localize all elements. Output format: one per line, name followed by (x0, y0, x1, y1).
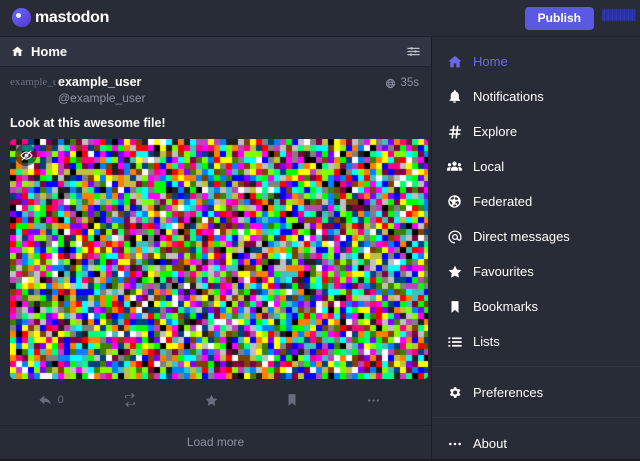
users-icon (446, 158, 463, 175)
account-handle[interactable]: @example_user (58, 91, 146, 105)
sidebar-item-label: Explore (473, 124, 518, 139)
bookmark-icon (288, 394, 296, 406)
sidebar-item-bookmarks[interactable]: Bookmarks (432, 289, 640, 324)
column-title: Home (31, 44, 68, 59)
status-action-bar: 0 (10, 385, 421, 415)
hashtag-icon (446, 124, 463, 140)
publish-button[interactable]: Publish (524, 7, 594, 30)
home-icon (446, 54, 463, 70)
mastodon-logo-text: mastodon (35, 8, 110, 26)
reply-icon (38, 395, 51, 405)
display-name[interactable]: example_user (58, 75, 142, 89)
favourite-button[interactable] (173, 393, 254, 408)
status-author: example_user @example_user (58, 74, 146, 107)
sidebar-item-about[interactable]: About (432, 426, 640, 461)
sidebar-item-preferences[interactable]: Preferences (432, 375, 640, 410)
sidebar-divider-2 (432, 417, 640, 419)
timestamp[interactable]: 35s (400, 77, 419, 89)
reply-count: 0 (57, 394, 64, 406)
sidebar-item-label: Federated (473, 194, 533, 209)
sidebar-item-lists[interactable]: Lists (432, 324, 640, 359)
sidebar-item-local[interactable]: Local (432, 149, 640, 184)
sidebar-item-label: Favourites (473, 264, 534, 279)
column-header: Home (0, 37, 431, 67)
obscured-account-link[interactable] (602, 9, 636, 21)
load-more-button[interactable]: Load more (0, 425, 431, 459)
bell-icon (446, 89, 463, 104)
more-button[interactable] (336, 393, 417, 408)
sidebar-item-explore[interactable]: Explore (432, 114, 640, 149)
ellipsis-icon (368, 398, 380, 402)
sidebar-item-direct-messages[interactable]: Direct messages (432, 219, 640, 254)
globe-icon (446, 194, 463, 209)
media-image[interactable] (10, 139, 428, 379)
home-icon (10, 45, 24, 59)
sidebar-item-favourites[interactable]: Favourites (432, 254, 640, 289)
sidebar-divider-1 (432, 366, 640, 368)
bookmark-icon (446, 300, 463, 314)
sidebar-item-label: Preferences (473, 385, 544, 400)
sidebar-item-home[interactable]: Home (432, 44, 640, 79)
status-header: example_user example_user @example_user … (10, 75, 421, 111)
star-icon (446, 264, 463, 280)
sidebar-item-notifications[interactable]: Notifications (432, 79, 640, 114)
sidebar-item-label: Direct messages (473, 229, 570, 244)
bookmark-button[interactable] (254, 393, 335, 407)
home-column: Home example_user example_user @example_… (0, 37, 432, 459)
sidebar-item-label: Local (473, 159, 505, 174)
navigation-sidebar: Home Notifications Explore (432, 37, 640, 459)
status-content: Look at this awesome file! (10, 116, 166, 130)
ellipsis-icon (446, 436, 463, 452)
avatar[interactable]: example_user (10, 76, 56, 88)
sidebar-item-federated[interactable]: Federated (432, 184, 640, 219)
list-icon (446, 334, 463, 350)
sliders-icon[interactable] (405, 44, 421, 60)
sidebar-item-label: About (473, 436, 507, 451)
eye-slash-icon[interactable] (15, 144, 37, 166)
status-meta: 35s (385, 77, 419, 89)
sidebar-item-label: Notifications (473, 89, 544, 104)
star-icon (205, 394, 217, 406)
boost-icon (124, 393, 135, 407)
gear-icon (446, 385, 463, 400)
top-bar: mastodon Publish (0, 0, 640, 37)
sidebar-item-label: Bookmarks (473, 299, 539, 314)
status-post: example_user example_user @example_user … (0, 67, 431, 415)
sidebar-item-label: Lists (473, 334, 500, 349)
mastodon-logo[interactable]: mastodon (12, 8, 109, 27)
mastodon-logo-icon (12, 8, 31, 27)
sidebar-item-label: Home (473, 54, 508, 69)
boost-button[interactable] (91, 392, 172, 408)
media-attachment[interactable] (10, 139, 428, 379)
reply-button[interactable]: 0 (10, 393, 91, 408)
globe-icon (385, 78, 396, 89)
at-icon (446, 229, 463, 245)
